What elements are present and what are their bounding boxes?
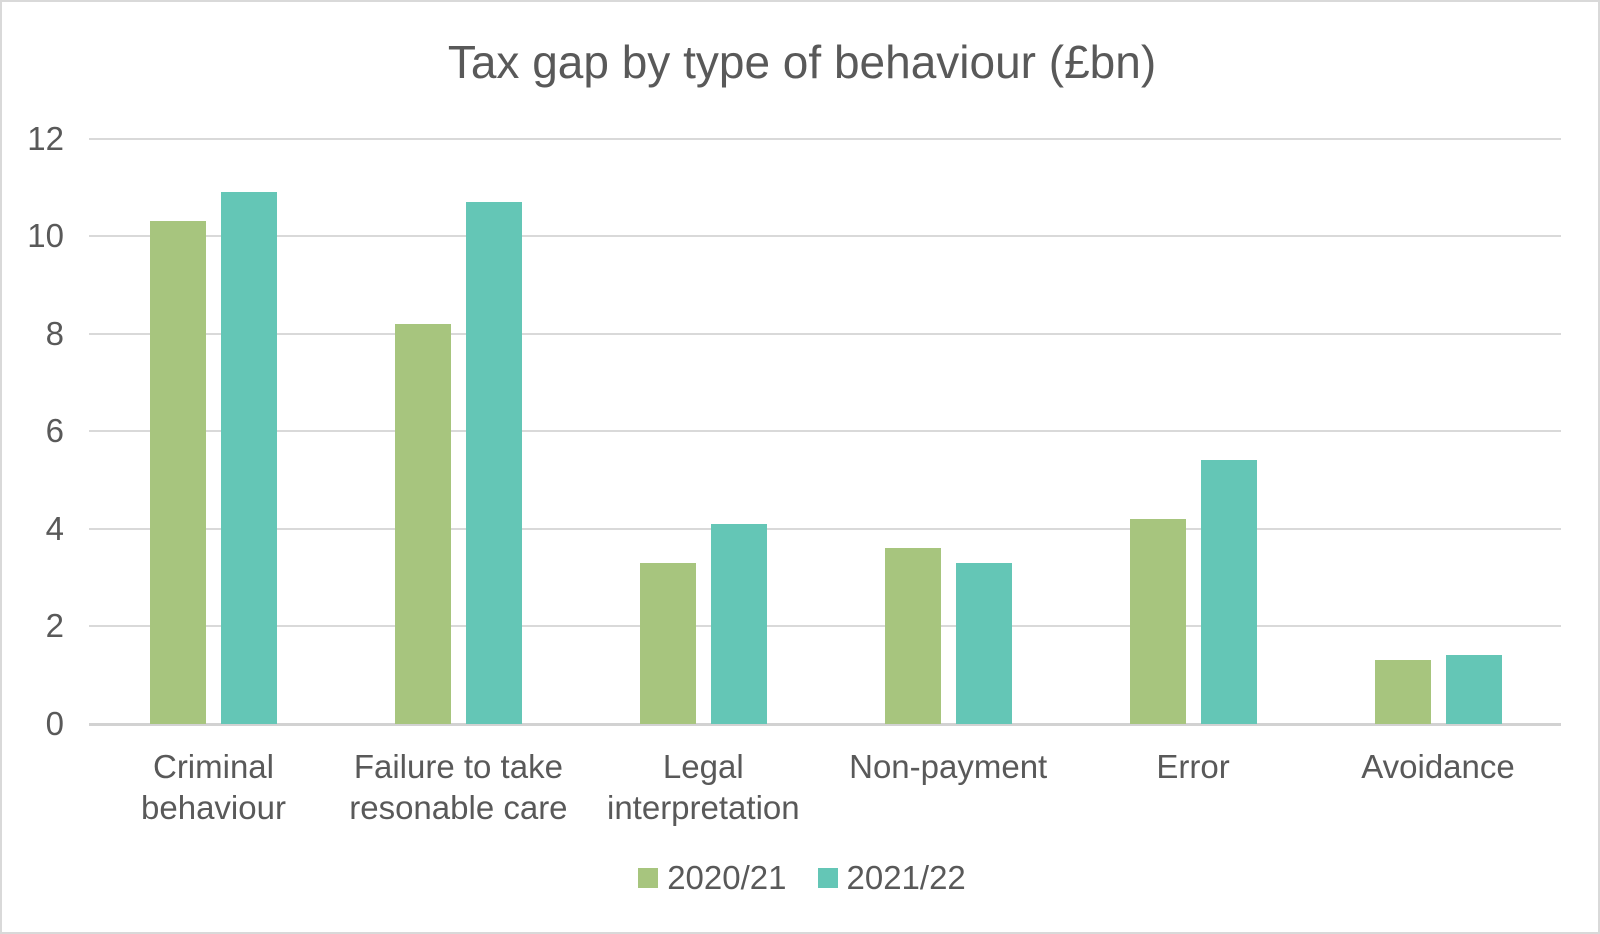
y-axis-tick-label: 2	[45, 607, 64, 644]
gridline	[89, 137, 1561, 140]
x-axis-category-label-line: Avoidance	[1361, 748, 1515, 785]
chart-title: Tax gap by type of behaviour (£bn)	[447, 36, 1157, 88]
gridline	[89, 527, 1561, 530]
legend-swatch-2020-21	[638, 868, 659, 888]
x-axis-category-label: Avoidance	[1288, 746, 1588, 787]
y-axis-tick-label: 6	[45, 412, 64, 449]
legend-item: 2021/22	[817, 858, 966, 898]
bar-2020-21	[884, 548, 941, 724]
bar-2021-22	[1200, 460, 1257, 724]
y-axis-tick-label: 4	[45, 509, 64, 547]
y-axis-tick-label: 0	[45, 704, 64, 742]
x-axis-category-label-line: Legal	[662, 748, 744, 785]
x-axis-category-label-line: behaviour	[141, 789, 286, 826]
bar-2020-21	[150, 221, 206, 724]
x-axis-line	[89, 722, 1561, 726]
x-axis-category-label: Failure to take resonable care	[308, 746, 608, 828]
x-axis-category-label-line: interpretation	[606, 789, 800, 826]
bar-2020-21	[1374, 660, 1431, 724]
legend-swatch-2021-22	[817, 868, 838, 888]
bar-2021-22	[1445, 655, 1502, 724]
gridline	[89, 430, 1561, 432]
x-axis-category-label-line: Failure to take	[353, 748, 563, 785]
x-axis-category-label-line: Criminal	[152, 748, 274, 785]
x-axis-category-label-line: resonable care	[349, 789, 568, 826]
legend-label: 2021/22	[846, 859, 966, 896]
x-axis-category-label: Legal interpretation	[553, 746, 853, 828]
bar-2021-22	[465, 201, 522, 724]
x-axis-category-label: Non-payment	[798, 746, 1098, 787]
y-axis-tick-label: 8	[45, 314, 64, 352]
bar-2020-21	[394, 323, 451, 724]
y-axis-tick-label: 12	[27, 119, 64, 157]
legend: 2020/21 2021/22	[2, 858, 1598, 898]
bar-2021-22	[710, 523, 767, 724]
bar-2020-21	[639, 562, 696, 724]
bar-2021-22	[221, 192, 277, 724]
gridline	[89, 625, 1561, 627]
bar-2020-21	[1129, 518, 1186, 724]
x-axis-category-label: Error	[1043, 746, 1343, 787]
x-axis-category-label: Criminal behaviour	[64, 746, 364, 828]
gridline	[89, 235, 1561, 237]
x-axis-category-label-line: Non-payment	[849, 748, 1048, 785]
gridline	[89, 332, 1561, 335]
x-axis-category-label-line: Error	[1156, 748, 1230, 785]
y-axis-tick-label: 10	[27, 217, 64, 254]
legend-item: 2020/21	[638, 858, 787, 898]
legend-label: 2020/21	[667, 859, 787, 896]
bar-2021-22	[955, 562, 1012, 724]
